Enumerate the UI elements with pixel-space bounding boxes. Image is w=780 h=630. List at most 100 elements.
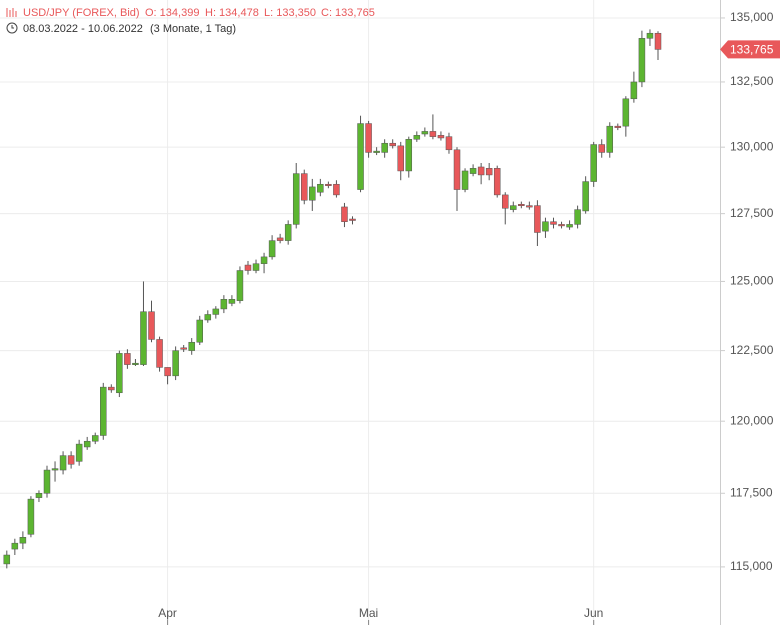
candle-body (469, 168, 477, 174)
candle-body (542, 221, 549, 232)
candle-body (598, 144, 605, 153)
last-price-tag (720, 40, 780, 59)
candle-body (389, 142, 396, 147)
candle-body (67, 455, 75, 465)
candle-body (212, 308, 220, 315)
candle-body (19, 537, 27, 544)
candle-body (11, 542, 19, 550)
candle-body (413, 135, 421, 140)
stat-open: O: 134,399 (145, 7, 199, 19)
candle-body (140, 311, 147, 365)
y-tick-label: 122,500 (730, 343, 774, 357)
candle-body (83, 440, 91, 448)
x-tick-label: Jun (584, 606, 603, 620)
candle-body (501, 194, 509, 209)
candle-body (124, 353, 131, 365)
candle-body (429, 131, 437, 137)
candle-body (646, 32, 654, 39)
candle-body (349, 218, 356, 221)
y-tick-label: 120,000 (730, 413, 774, 427)
candle-body (397, 145, 404, 172)
candle-body (445, 136, 453, 151)
y-tick-label: 125,000 (730, 274, 774, 288)
y-tick-label: 117,500 (730, 485, 773, 499)
header: USD/JPY (FOREX, Bid) O: 134,399 H: 134,4… (6, 7, 375, 35)
candle-body (437, 135, 445, 139)
candle-body (220, 299, 228, 310)
candle-body (510, 205, 517, 210)
candle-body (365, 123, 372, 153)
candle-body (228, 299, 236, 304)
candle-body (276, 237, 284, 241)
candle-body (236, 270, 244, 301)
candle-body (373, 150, 380, 153)
candle-body (518, 204, 525, 207)
date-range: 08.03.2022 - 10.06.2022 (23, 23, 143, 35)
chart-icon (6, 8, 17, 17)
candle-body (116, 353, 123, 394)
candle-body (3, 554, 11, 565)
stat-high: H: 134,478 (205, 7, 259, 19)
candle-body (164, 367, 171, 377)
candle-body (534, 205, 541, 233)
candle-body (357, 123, 364, 190)
candle-body (204, 314, 212, 321)
candle-body (100, 386, 107, 436)
clock-hands (11, 25, 14, 29)
last-price-label: 133,765 (730, 43, 774, 57)
candle-body (35, 493, 43, 498)
candle-body (493, 168, 501, 196)
candle-body (638, 38, 646, 83)
y-tick-label: 130,000 (730, 139, 774, 153)
candle-body (309, 186, 316, 201)
candle-body (51, 468, 59, 471)
candle-body (43, 469, 51, 494)
candle-body (333, 183, 340, 196)
candle-body (606, 125, 614, 153)
candle-body (341, 206, 348, 222)
candle-body (526, 205, 533, 208)
candle-body (654, 32, 662, 50)
candle-body (252, 263, 260, 271)
candle-body (91, 435, 99, 442)
candle-body (75, 443, 83, 462)
candle-body (284, 224, 292, 241)
stat-close: C: 133,765 (321, 7, 375, 19)
candle-body (574, 209, 581, 225)
y-tick-label: 135,000 (730, 10, 774, 24)
candle-body (590, 144, 597, 182)
candle-body (292, 173, 300, 225)
candle-body (27, 498, 35, 535)
chart-title: USD/JPY (FOREX, Bid) (23, 7, 140, 19)
candle-body (59, 455, 67, 471)
candle-body (421, 131, 429, 135)
x-tick-label: Apr (158, 606, 177, 620)
candle-body (325, 183, 332, 186)
candle-body (180, 347, 187, 350)
candle-body (566, 224, 573, 228)
y-tick-label: 127,500 (730, 206, 774, 220)
candle-body (172, 350, 179, 377)
candle-body (405, 139, 413, 172)
candle-body (614, 125, 622, 128)
period: (3 Monate, 1 Tag) (150, 23, 236, 35)
candle-body (188, 341, 195, 351)
clock-icon (6, 22, 18, 34)
candle-body (317, 183, 324, 193)
candle-body (268, 240, 276, 258)
candle-body (622, 98, 630, 127)
candle-body (485, 168, 493, 176)
candle-body (244, 264, 252, 271)
y-tick-label: 132,500 (730, 74, 774, 88)
candle-body (156, 339, 163, 368)
candle-body (108, 386, 115, 391)
candle-body (301, 173, 308, 201)
candle-body (550, 221, 557, 225)
candle-body (558, 224, 565, 227)
x-tick-label: Mai (359, 606, 378, 620)
candle-body (453, 149, 461, 190)
candle-body (148, 311, 155, 340)
candle-body (196, 319, 203, 343)
candle-body (630, 81, 638, 100)
